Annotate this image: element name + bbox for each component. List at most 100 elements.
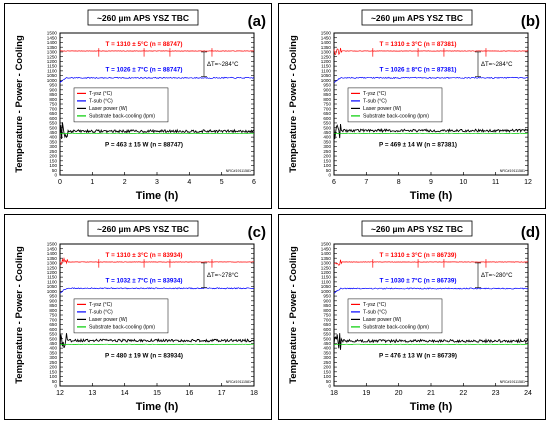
y-tick-label: 250 (49, 149, 57, 154)
power-annotation: P = 476 ± 13 W (n = 86739) (379, 353, 457, 360)
nrc-annotation: NRC#19111581 (226, 169, 251, 173)
series-line (333, 259, 529, 266)
x-tick-label: 14 (121, 390, 129, 397)
y-tick-label: 400 (49, 135, 57, 140)
y-tick-label: 1000 (47, 289, 58, 294)
y-tick-label: 0 (54, 173, 57, 178)
y-tick-label: 650 (49, 322, 57, 327)
y-tick-label: 700 (323, 317, 331, 322)
y-tick-label: 1350 (47, 256, 58, 261)
y-tick-label: 550 (323, 332, 331, 337)
y-axis-label: Temperature - Power - Cooling (14, 246, 25, 384)
y-tick-label: 0 (328, 173, 331, 178)
y-tick-label: 1100 (321, 68, 331, 73)
panel-label: (b) (521, 13, 540, 30)
y-tick-label: 150 (323, 158, 331, 163)
x-tick-label: 4 (187, 179, 191, 186)
y-tick-label: 450 (49, 130, 57, 135)
y-tick-label: 750 (49, 313, 57, 318)
y-tick-label: 1250 (47, 54, 58, 59)
y-tick-label: 950 (323, 83, 331, 88)
series-line (333, 287, 529, 294)
series-line (59, 257, 255, 265)
y-tick-label: 450 (323, 130, 331, 135)
title-box (87, 220, 199, 237)
legend-box (73, 298, 169, 334)
series-line (59, 76, 255, 84)
y-tick-label: 50 (52, 168, 58, 173)
y-tick-label: 1200 (321, 59, 332, 64)
panel-label: (a) (248, 13, 266, 30)
y-tick-label: 1300 (321, 261, 332, 266)
x-tick-label: 20 (395, 390, 403, 397)
y-tick-label: 450 (49, 341, 57, 346)
x-tick-label: 9 (429, 179, 433, 186)
y-tick-label: 600 (49, 327, 57, 332)
delta-annotation: ΔT=~284°C (481, 62, 513, 68)
legend-label: T-ysz (°C) (363, 302, 386, 308)
y-tick-label: 350 (49, 139, 57, 144)
y-tick-label: 950 (323, 294, 331, 299)
y-tick-label: 1150 (321, 64, 331, 69)
y-tick-label: 1400 (321, 251, 332, 256)
y-tick-label: 1150 (47, 275, 57, 280)
series-line (59, 287, 255, 294)
y-tick-label: 750 (323, 313, 331, 318)
y-tick-label: 50 (326, 379, 332, 384)
y-tick-label: 1300 (47, 261, 58, 266)
y-tick-label: 1050 (47, 73, 58, 78)
x-tick-label: 18 (250, 390, 258, 397)
y-tick-label: 850 (49, 303, 57, 308)
y-tick-label: 1000 (321, 289, 332, 294)
x-axis-label: Time (h) (410, 190, 453, 202)
legend-label: Substrate back-cooling (lpm) (89, 324, 155, 330)
y-axis-label: Temperature - Power - Cooling (14, 35, 25, 173)
legend-label: Substrate back-cooling (lpm) (89, 113, 155, 119)
y-tick-label: 550 (49, 121, 57, 126)
y-tick-label: 150 (323, 369, 331, 374)
y-tick-label: 400 (323, 135, 331, 140)
tsub-annotation: T = 1030 ± 7°C (n = 86739) (379, 276, 456, 284)
y-tick-label: 500 (49, 336, 57, 341)
legend-label: T-ysz (°C) (89, 302, 112, 308)
legend-label: Substrate back-cooling (lpm) (363, 324, 429, 330)
y-tick-label: 750 (323, 102, 331, 107)
y-tick-label: 1350 (321, 256, 332, 261)
x-tick-label: 16 (185, 390, 193, 397)
y-tick-label: 950 (49, 294, 57, 299)
y-tick-label: 800 (49, 308, 57, 313)
tysz-annotation: T = 1310 ± 3°C (n = 87381) (379, 40, 456, 48)
x-tick-label: 24 (524, 390, 532, 397)
y-tick-label: 1100 (321, 279, 331, 284)
y-tick-label: 1500 (321, 31, 332, 36)
series-line (333, 47, 529, 56)
y-tick-label: 700 (323, 106, 331, 111)
y-tick-label: 200 (323, 154, 331, 159)
x-tick-label: 2 (123, 179, 127, 186)
x-tick-label: 22 (459, 390, 467, 397)
panel-label: (c) (248, 224, 266, 241)
nrc-annotation: NRC#19111581 (500, 380, 525, 384)
y-tick-label: 950 (49, 83, 57, 88)
tysz-annotation: T = 1310 ± 5°C (n = 88747) (105, 40, 182, 48)
legend-label: T-sub (°C) (89, 98, 113, 104)
y-tick-label: 700 (49, 317, 57, 322)
legend-label: Laser power (W) (89, 317, 128, 323)
series-line (333, 333, 529, 350)
x-tick-label: 19 (362, 390, 370, 397)
y-tick-label: 1200 (47, 270, 58, 275)
y-tick-label: 550 (49, 332, 57, 337)
x-tick-label: 18 (330, 390, 338, 397)
power-annotation: P = 469 ± 14 W (n = 87381) (379, 142, 457, 149)
y-tick-label: 750 (49, 102, 57, 107)
y-tick-label: 1100 (47, 279, 57, 284)
chart-title: ~260 µm APS YSZ TBC (97, 224, 189, 234)
y-axis-label: Temperature - Power - Cooling (288, 35, 299, 173)
y-tick-label: 300 (49, 355, 57, 360)
y-tick-label: 1150 (47, 64, 57, 69)
legend-box (73, 87, 169, 123)
y-tick-label: 0 (54, 384, 57, 389)
tysz-annotation: T = 1310 ± 3°C (n = 83934) (105, 251, 182, 259)
nrc-annotation: NRC#19111581 (500, 169, 525, 173)
